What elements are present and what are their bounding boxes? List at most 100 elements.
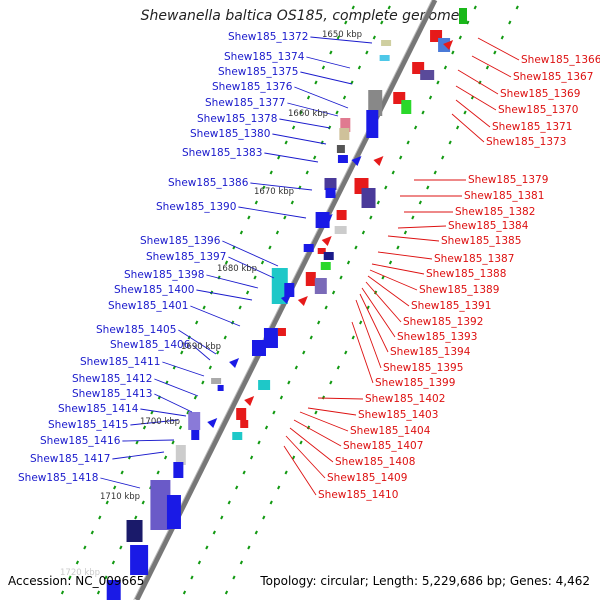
track-tick (75, 560, 80, 565)
leader-line-right (477, 37, 520, 61)
track-tick (314, 410, 318, 415)
gene-label-right[interactable]: Shew185_1389 (419, 284, 499, 296)
leader-line-left (306, 56, 351, 69)
gene-label-left[interactable]: Shew185_1397 (146, 251, 226, 263)
gene-label-right[interactable]: Shew185_1392 (403, 316, 483, 328)
gene-label-right[interactable]: Shew185_1404 (350, 425, 431, 437)
track-tick (329, 50, 333, 55)
track-tick (283, 215, 287, 220)
gene-label-right[interactable]: Shew185_1410 (318, 489, 398, 501)
leader-line-right (361, 287, 396, 338)
gene-block-left (303, 244, 314, 252)
gene-arrow (321, 236, 332, 246)
track-tick (287, 380, 291, 385)
gene-block-left (126, 520, 143, 542)
track-tick (98, 515, 102, 520)
gene-label-left[interactable]: Shew185_1396 (140, 235, 221, 247)
track-tick (104, 575, 108, 580)
gene-arrow (351, 156, 362, 166)
gene-label-right[interactable]: Shew185_1373 (486, 136, 566, 148)
track-tick (216, 350, 220, 355)
gene-block-left (211, 378, 222, 384)
gene-label-right[interactable]: Shew185_1371 (492, 121, 572, 133)
gene-label-right[interactable]: Shew185_1395 (383, 362, 463, 374)
gene-label-right[interactable]: Shew185_1367 (513, 71, 593, 83)
gene-label-left[interactable]: Shew185_1416 (40, 435, 121, 447)
gene-label-left[interactable]: Shew185_1413 (72, 388, 152, 400)
gene-label-right[interactable]: Shew185_1394 (390, 346, 471, 358)
track-tick (366, 305, 370, 310)
track-tick (455, 125, 460, 130)
gene-label-right[interactable]: Shew185_1379 (468, 174, 548, 186)
track-tick (331, 290, 336, 295)
gene-label-left[interactable]: Shew185_1380 (190, 128, 270, 140)
track-tick (277, 485, 281, 490)
gene-label-left[interactable]: Shew185_1406 (110, 339, 191, 351)
track-tick (134, 515, 138, 520)
gene-label-right[interactable]: Shew185_1385 (441, 235, 521, 247)
track-tick (220, 515, 224, 520)
gene-label-left[interactable]: Shew185_1376 (212, 81, 293, 93)
leader-line-right (455, 99, 491, 128)
gene-label-left[interactable]: Shew185_1378 (197, 113, 277, 125)
gene-arrow (322, 214, 333, 224)
gene-label-right[interactable]: Shew185_1403 (358, 409, 438, 421)
track-tick (313, 155, 317, 160)
leader-line-right (299, 411, 349, 432)
gene-label-left[interactable]: Shew185_1405 (96, 324, 176, 336)
gene-block-right (361, 188, 376, 208)
gene-block-right (232, 432, 243, 440)
gene-label-left[interactable]: Shew185_1377 (205, 97, 285, 109)
gene-label-right[interactable]: Shew185_1407 (343, 440, 423, 452)
gene-label-right[interactable]: Shew185_1399 (375, 377, 455, 389)
gene-block-right (401, 100, 412, 114)
gene-label-left[interactable]: Shew185_1374 (224, 51, 305, 63)
gene-label-right[interactable]: Shew185_1402 (365, 393, 445, 405)
track-tick (202, 305, 206, 310)
gene-label-left[interactable]: Shew185_1372 (228, 31, 308, 43)
track-tick (478, 80, 482, 85)
gene-label-right[interactable]: Shew185_1409 (327, 472, 407, 484)
gene-label-left[interactable]: Shew185_1375 (218, 66, 298, 78)
gene-label-right[interactable]: Shew185_1408 (335, 456, 415, 468)
gene-label-right[interactable]: Shew185_1366 (521, 54, 600, 66)
gene-label-left[interactable]: Shew185_1390 (156, 201, 236, 213)
genome-summary: Topology: circular; Length: 5,229,686 bp… (260, 574, 590, 588)
gene-label-left[interactable]: Shew185_1418 (18, 472, 98, 484)
ruler-label: 1680 kbp (217, 264, 257, 274)
track-tick (299, 110, 303, 115)
track-tick (317, 320, 321, 325)
gene-label-right[interactable]: Shew185_1384 (448, 220, 529, 232)
gene-label-right[interactable]: Shew185_1387 (434, 253, 514, 265)
gene-label-left[interactable]: Shew185_1383 (182, 147, 262, 159)
track-tick (380, 20, 384, 25)
gene-label-left[interactable]: Shew185_1414 (58, 403, 139, 415)
track-tick (346, 260, 351, 265)
gene-label-left[interactable]: Shew185_1415 (48, 419, 128, 431)
gene-label-right[interactable]: Shew185_1391 (411, 300, 491, 312)
gene-label-left[interactable]: Shew185_1386 (168, 177, 249, 189)
leader-line-left (178, 329, 217, 355)
track-tick (391, 170, 395, 175)
gene-label-right[interactable]: Shew185_1369 (500, 88, 580, 100)
track-tick (212, 530, 216, 535)
gene-label-left[interactable]: Shew185_1401 (108, 300, 188, 312)
track-tick (224, 260, 229, 265)
track-tick (406, 140, 410, 145)
gene-label-right[interactable]: Shew185_1381 (464, 190, 544, 202)
leader-line-right (283, 445, 317, 496)
gene-label-right[interactable]: Shew185_1370 (498, 104, 578, 116)
track-tick (441, 155, 445, 160)
gene-label-left[interactable]: Shew185_1417 (30, 453, 110, 465)
gene-block-right (336, 210, 347, 220)
gene-label-left[interactable]: Shew185_1412 (72, 373, 152, 385)
leader-line-left (154, 378, 199, 397)
gene-label-right[interactable]: Shew185_1388 (426, 268, 506, 280)
gene-label-left[interactable]: Shew185_1400 (114, 284, 194, 296)
gene-label-left[interactable]: Shew185_1411 (80, 356, 160, 368)
gene-label-right[interactable]: Shew185_1382 (455, 206, 535, 218)
track-tick (224, 590, 229, 595)
gene-label-right[interactable]: Shew185_1393 (397, 331, 477, 343)
gene-label-left[interactable]: Shew185_1398 (124, 269, 204, 281)
track-tick (284, 140, 288, 145)
